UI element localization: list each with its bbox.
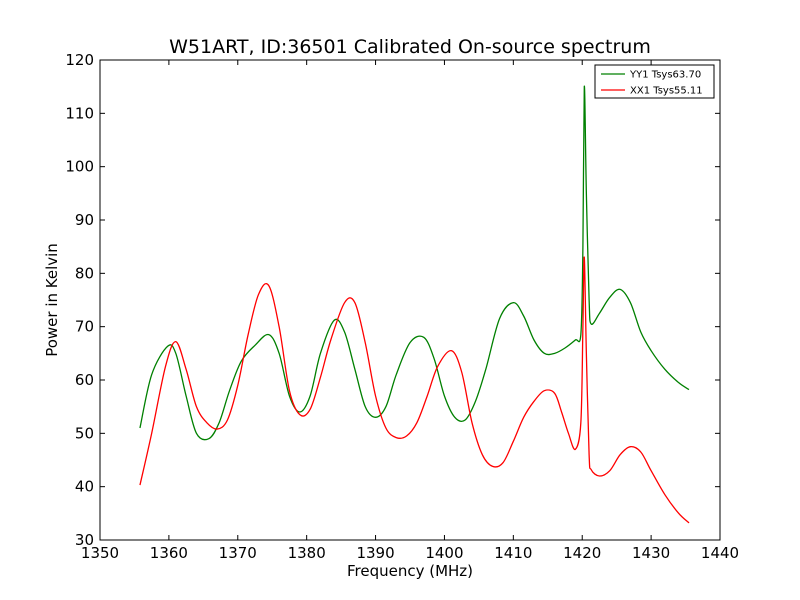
x-tick-label: 1360 xyxy=(150,544,188,562)
x-tick-label: 1370 xyxy=(219,544,257,562)
y-tick-label: 40 xyxy=(75,478,94,496)
x-tick-label: 1400 xyxy=(425,544,463,562)
y-tick-label: 80 xyxy=(75,264,94,282)
x-tick-label: 1350 xyxy=(81,544,119,562)
chart-title: W51ART, ID:36501 Calibrated On-source sp… xyxy=(169,36,651,58)
series-line-xx1 xyxy=(139,256,690,524)
legend-box xyxy=(594,64,715,99)
y-tick-label: 60 xyxy=(75,371,94,389)
y-tick-label: 120 xyxy=(65,51,94,69)
legend-label-xx1: XX1 Tsys55.11 xyxy=(630,86,703,97)
y-tick-label: 100 xyxy=(65,158,94,176)
axis-ticks: 1350 1360 1370 1380 1390 1400 1410 1420 1430 1440… xyxy=(65,51,739,562)
x-tick-label: 1430 xyxy=(632,544,670,562)
y-tick-label: 70 xyxy=(75,318,94,336)
y-tick-label: 90 xyxy=(75,211,94,229)
y-axis-title: Power in Kelvin xyxy=(43,243,61,357)
y-tick-label: 50 xyxy=(75,424,94,442)
series-layer xyxy=(139,85,690,524)
x-tick-label: 1380 xyxy=(288,544,326,562)
x-tick-label: 1420 xyxy=(563,544,601,562)
x-tick-label: 1390 xyxy=(356,544,394,562)
x-tick-label: 1440 xyxy=(701,544,739,562)
plot-frame xyxy=(99,59,721,541)
y-tick-label: 30 xyxy=(75,531,94,549)
y-tick-label: 110 xyxy=(65,104,94,122)
legend: YY1 Tsys63.70 XX1 Tsys55.11 xyxy=(594,64,715,99)
legend-label-yy1: YY1 Tsys63.70 xyxy=(629,70,701,81)
x-axis-title: Frequency (MHz) xyxy=(347,562,473,580)
x-tick-label: 1410 xyxy=(494,544,532,562)
